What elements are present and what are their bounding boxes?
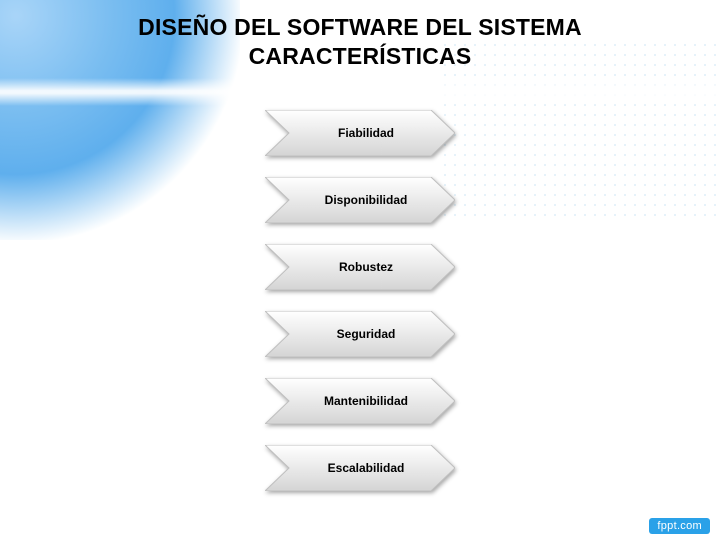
characteristic-item: Disponibilidad [265, 177, 455, 223]
title-line-2: CARACTERÍSTICAS [0, 43, 720, 70]
characteristic-item: Seguridad [265, 311, 455, 357]
characteristic-item: Escalabilidad [265, 445, 455, 491]
slide: DISEÑO DEL SOFTWARE DEL SISTEMA CARACTER… [0, 0, 720, 540]
characteristic-item: Robustez [265, 244, 455, 290]
characteristic-label: Robustez [327, 260, 393, 274]
characteristic-label: Seguridad [325, 327, 396, 341]
characteristic-label: Mantenibilidad [312, 394, 408, 408]
title-line-1: DISEÑO DEL SOFTWARE DEL SISTEMA [0, 14, 720, 41]
characteristic-label: Escalabilidad [316, 461, 405, 475]
characteristic-item: Fiabilidad [265, 110, 455, 156]
footer-brand: fppt.com [649, 518, 710, 534]
slide-title: DISEÑO DEL SOFTWARE DEL SISTEMA CARACTER… [0, 0, 720, 70]
characteristic-item: Mantenibilidad [265, 378, 455, 424]
characteristics-list: Fiabilidad Disponibilidad Robustez Segurida… [0, 110, 720, 491]
characteristic-label: Fiabilidad [326, 126, 394, 140]
characteristic-label: Disponibilidad [313, 193, 408, 207]
